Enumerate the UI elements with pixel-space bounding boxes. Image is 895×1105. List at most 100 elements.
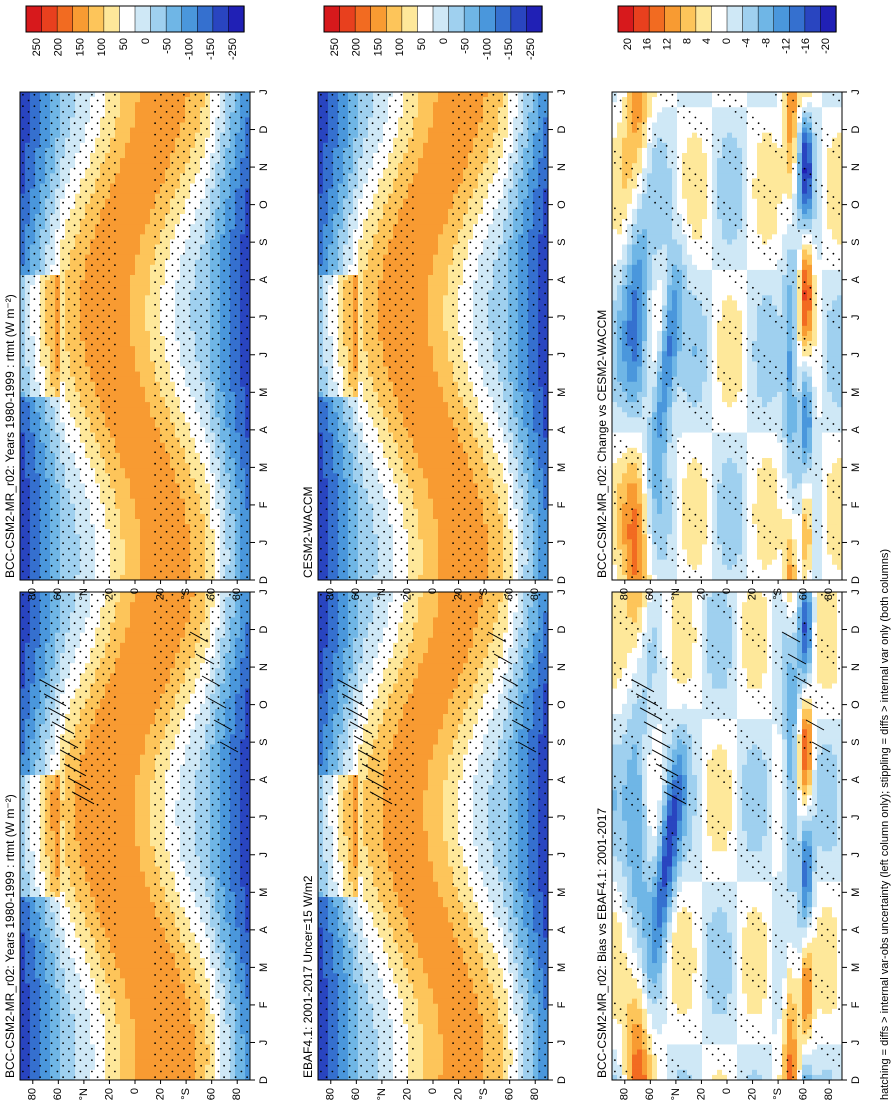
heat-cell	[205, 952, 211, 959]
heat-cell	[50, 820, 56, 827]
stipple-dot	[62, 690, 64, 693]
heat-cell	[45, 963, 51, 969]
heat-cell	[185, 688, 191, 695]
heat-cell	[110, 673, 116, 679]
stipple-dot	[22, 1047, 24, 1050]
heat-cell	[165, 917, 171, 923]
heat-cell	[80, 958, 86, 964]
stipple-dot	[45, 616, 47, 619]
heat-cell	[185, 978, 191, 984]
heat-cell	[135, 749, 141, 756]
heat-cell	[55, 1008, 61, 1015]
heat-cell	[145, 612, 151, 618]
heat-cell	[75, 673, 81, 679]
heat-cell	[160, 952, 166, 959]
heat-cell	[45, 658, 51, 664]
stipple-dot	[27, 815, 30, 817]
heat-cell	[205, 734, 211, 740]
stipple-dot	[85, 962, 87, 965]
heat-cell	[210, 825, 216, 832]
heat-cell	[80, 668, 86, 674]
heat-cell	[115, 637, 121, 644]
heat-cell	[25, 922, 31, 928]
stipple-dot	[22, 1036, 24, 1039]
heat-cell	[185, 815, 191, 822]
heat-cell	[120, 612, 126, 618]
heat-cell	[70, 708, 76, 715]
heat-cell	[145, 841, 151, 847]
stipple-dot	[91, 662, 93, 664]
heat-cell	[65, 795, 71, 801]
stipple-dot	[39, 1042, 41, 1044]
heat-cell	[140, 1008, 146, 1015]
heat-cell	[115, 627, 121, 634]
heat-cell	[125, 983, 131, 989]
heat-cell	[220, 846, 226, 852]
stipple-dot	[50, 837, 53, 840]
heat-cell	[150, 1034, 156, 1040]
heat-cell	[140, 658, 146, 664]
heat-cell	[125, 1034, 131, 1040]
heat-cell	[110, 663, 116, 669]
stipple-dot	[27, 792, 30, 795]
heat-cell	[155, 724, 161, 730]
heat-cell	[20, 856, 26, 862]
heat-cell	[110, 790, 116, 796]
heat-cell	[120, 647, 126, 654]
heat-cell	[65, 846, 71, 852]
heat-cell	[155, 973, 161, 979]
heat-cell	[165, 1003, 171, 1010]
heat-cell	[160, 1019, 166, 1025]
heat-cell	[110, 988, 116, 994]
stipple-dot	[68, 820, 70, 823]
heat-cell	[20, 764, 26, 771]
stipple-dot	[62, 996, 64, 999]
heat-cell	[30, 810, 36, 817]
heat-cell	[40, 886, 46, 893]
stipple-dot	[45, 673, 47, 676]
heat-cell	[85, 719, 91, 725]
heat-cell	[235, 592, 241, 598]
heat-cell	[120, 719, 126, 725]
heat-cell	[50, 775, 56, 781]
heat-cell	[205, 897, 211, 903]
heat-cell	[180, 851, 186, 857]
heat-cell	[210, 841, 216, 847]
heat-cell	[200, 795, 206, 801]
heat-cell	[40, 1074, 46, 1081]
heat-cell	[35, 1064, 41, 1071]
heat-cell	[95, 902, 101, 908]
stipple-dot	[68, 934, 70, 937]
heat-cell	[145, 647, 151, 654]
heat-cell	[65, 856, 71, 862]
heat-cell	[110, 622, 116, 628]
heat-cell	[125, 851, 131, 857]
heat-cell	[195, 993, 201, 1000]
heat-cell	[125, 795, 131, 801]
heat-cell	[115, 998, 121, 1005]
heat-cell	[70, 1003, 76, 1010]
heat-cell	[160, 708, 166, 715]
heat-cell	[65, 1008, 71, 1015]
heat-cell	[145, 632, 151, 639]
stipple-dot	[68, 1013, 70, 1016]
stipple-dot	[62, 701, 64, 704]
heat-cell	[170, 800, 176, 806]
heat-cell	[110, 1008, 116, 1015]
heat-cell	[95, 856, 101, 862]
heat-cell	[140, 902, 146, 908]
heat-cell	[155, 1029, 161, 1035]
heat-cell	[180, 1064, 186, 1071]
heat-cell	[160, 714, 166, 720]
heat-cell	[240, 627, 246, 634]
heat-cell	[120, 927, 126, 933]
heat-cell	[165, 836, 171, 842]
stipple-dot	[27, 1019, 30, 1022]
heat-cell	[105, 602, 111, 608]
heat-cell	[120, 764, 126, 771]
heat-cell	[185, 602, 191, 608]
heat-cell	[75, 622, 81, 628]
heat-cell	[45, 851, 51, 857]
heat-cell	[160, 790, 166, 796]
heat-cell	[65, 1054, 71, 1061]
